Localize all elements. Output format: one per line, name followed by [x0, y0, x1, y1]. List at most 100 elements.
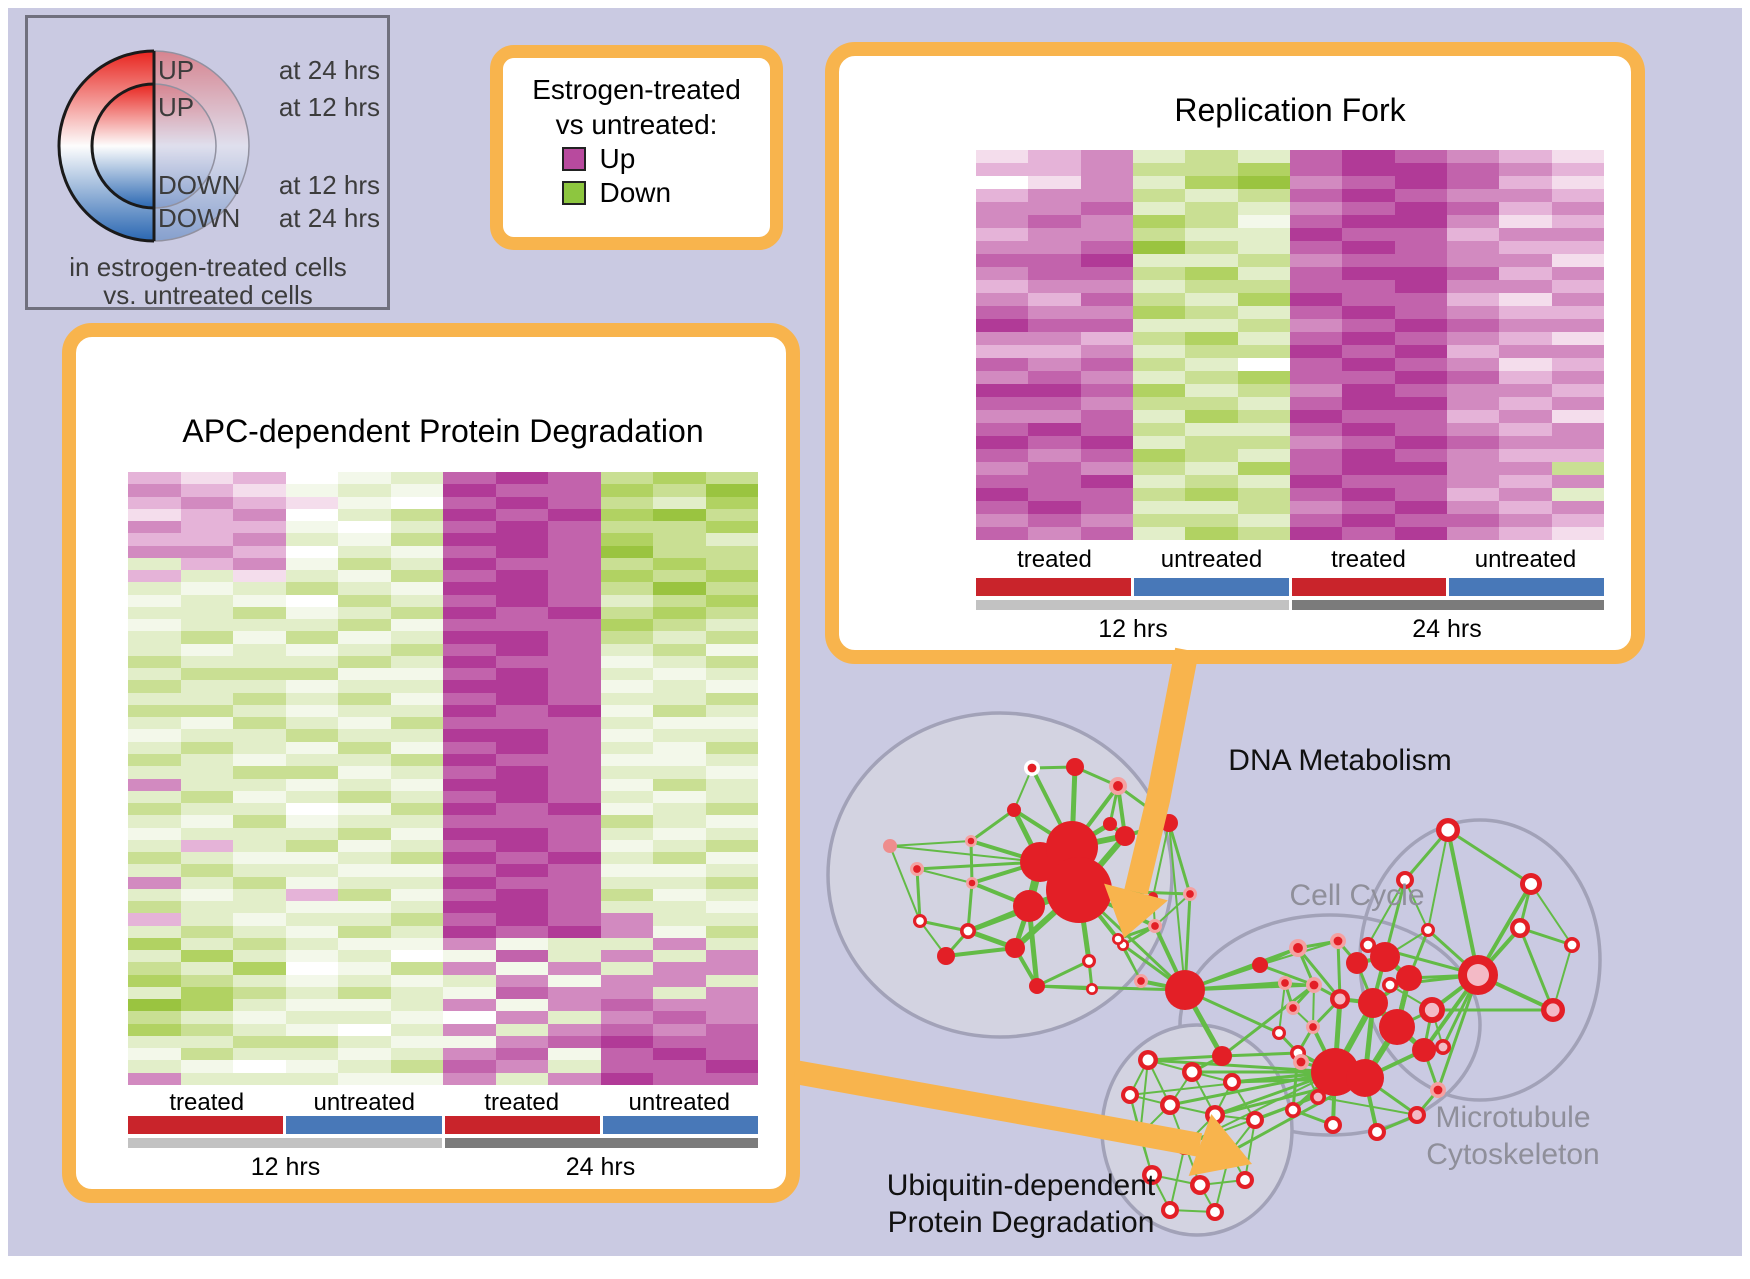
heatmap-cell: [600, 472, 653, 485]
heatmap-cell: [495, 582, 548, 595]
heatmap-cell: [1289, 371, 1343, 384]
heatmap-cell: [390, 778, 443, 791]
heatmap-cell: [1394, 202, 1447, 215]
heatmap-cell: [1289, 436, 1343, 449]
heatmap-cell: [1499, 332, 1552, 345]
heatmap-cell: [128, 606, 181, 620]
heatmap-cell: [338, 864, 391, 877]
heatmap-cell: [1499, 527, 1552, 540]
heatmap-cell: [548, 680, 601, 693]
heatmap-cell: [233, 901, 286, 914]
heatmap-cell: [1394, 358, 1447, 371]
heatmap-cell: [548, 1072, 601, 1085]
heatmap-cell: [1132, 215, 1186, 228]
heatmap-cell: [1446, 449, 1500, 462]
heatmap-cell: [285, 1035, 338, 1049]
heatmap-cell: [285, 643, 338, 656]
heatmap-cell: [285, 484, 338, 497]
heatmap-cell: [180, 570, 233, 583]
heatmap-cell: [1237, 202, 1290, 215]
heatmap-cell: [548, 962, 601, 975]
heatmap-cell: [653, 913, 706, 926]
heatmap-cell: [1185, 436, 1238, 449]
heatmap-cell: [390, 521, 443, 534]
heatmap-cell: [1342, 397, 1395, 410]
heatmap-cell: [128, 704, 181, 718]
heatmap-cell: [548, 864, 601, 877]
heatmap-cell: [1394, 254, 1447, 267]
heatmap-cell: [1551, 280, 1604, 293]
heatmap-cell: [653, 508, 706, 522]
heatmap-cell: [180, 790, 233, 804]
heatmap-cell: [1446, 384, 1500, 397]
heatmap-cell: [443, 986, 496, 1000]
sample-group-bar: [286, 1116, 442, 1134]
heatmap-cell: [285, 1023, 338, 1036]
heatmap-cell: [653, 680, 706, 693]
heatmap-cell: [1289, 384, 1343, 397]
heatmap-cell: [495, 570, 548, 583]
sample-group-label: treated: [484, 1089, 560, 1116]
heatmap-cell: [1237, 280, 1290, 293]
heatmap-cell: [495, 753, 548, 767]
heatmap-cell: [180, 545, 233, 558]
heatmap-cell: [180, 1060, 233, 1073]
heatmap-cell: [390, 508, 443, 522]
time-label: at 12 hrs: [279, 92, 380, 122]
heatmap-cell: [705, 521, 758, 534]
heatmap-cell: [1499, 410, 1552, 423]
direction-label: UP: [158, 55, 194, 85]
heatmap-cell: [1499, 488, 1552, 501]
sample-group-label: untreated: [1474, 546, 1577, 573]
heatmap-cell: [976, 163, 1029, 176]
heatmap-cell: [338, 803, 391, 816]
heatmap-cell: [495, 717, 548, 730]
heatmap-cell: [1499, 371, 1552, 384]
heatmap-cell: [180, 803, 233, 816]
heatmap-cell: [600, 582, 653, 595]
heatmap-cell: [495, 1060, 548, 1073]
heatmap-cell: [443, 864, 496, 877]
heatmap-cell: [338, 680, 391, 693]
heatmap-cell: [495, 766, 548, 779]
heatmap-cell: [1499, 306, 1552, 319]
heatmap-cell: [390, 753, 443, 767]
heatmap-cell: [495, 925, 548, 938]
heatmap-cell: [1185, 280, 1238, 293]
heatmap-cell: [548, 852, 601, 865]
heatmap-cell: [443, 913, 496, 926]
heatmap-cell: [1289, 449, 1343, 462]
heatmap-cell: [128, 533, 181, 546]
heatmap-cell: [653, 778, 706, 791]
heatmap-cell: [1551, 501, 1604, 514]
heatmap-cell: [653, 741, 706, 754]
heatmap-cell: [338, 704, 391, 718]
heatmap-cell: [180, 962, 233, 975]
heatmap-cell: [180, 901, 233, 914]
heatmap-cell: [233, 631, 286, 644]
heatmap-cell: [338, 1023, 391, 1036]
heatmap-cell: [1394, 514, 1447, 527]
heatmap-cell: [653, 962, 706, 975]
heatmap-cell: [338, 986, 391, 1000]
heatmap-cell: [1080, 332, 1133, 345]
heatmap-cell: [390, 937, 443, 951]
heatmap-cell: [390, 827, 443, 840]
heatmap-cell: [180, 1035, 233, 1049]
replication-fork-title: Replication Fork: [1174, 92, 1406, 128]
heatmap-cell: [338, 1035, 391, 1049]
rf-time-labels: 12 hrs 24 hrs: [976, 612, 1604, 646]
heatmap-cell: [1132, 371, 1186, 384]
heatmap-cell: [1446, 241, 1500, 254]
heatmap-cell: [443, 803, 496, 816]
heatmap-cell: [495, 606, 548, 620]
heatmap-cell: [233, 1072, 286, 1085]
sample-group-label: treated: [1331, 546, 1406, 573]
heatmap-cell: [233, 704, 286, 718]
heatmap-cell: [1028, 241, 1081, 254]
heatmap-cell: [653, 631, 706, 644]
heatmap-cell: [653, 999, 706, 1012]
heatmap-cell: [390, 631, 443, 644]
heatmap-cell: [180, 741, 233, 754]
heatmap-cell: [390, 557, 443, 571]
